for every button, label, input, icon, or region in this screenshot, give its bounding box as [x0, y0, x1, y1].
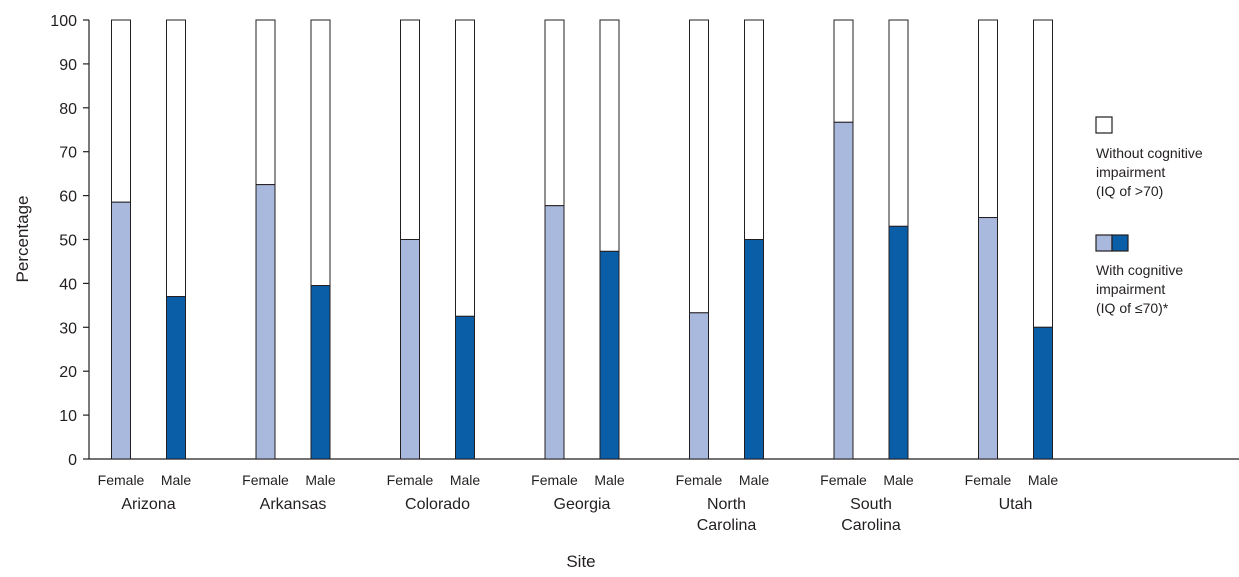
legend-label-without: Without cognitive impairment (IQ of >70) [1096, 145, 1203, 199]
sex-label: Female [242, 472, 289, 488]
sex-label: Female [820, 472, 867, 488]
y-tick-label: 90 [59, 57, 77, 74]
bar-without-ci-female [544, 19, 565, 207]
sex-label: Female [98, 472, 145, 488]
y-tick-label: 60 [59, 189, 77, 206]
bar-with-ci-female [833, 121, 854, 460]
bar-with-ci-male [888, 225, 909, 460]
bar-with-ci-female [978, 217, 998, 460]
sex-label: Female [387, 472, 434, 488]
bar-without-ci-female [978, 19, 998, 219]
y-tick-label: 70 [59, 145, 77, 162]
bar-without-ci-male [310, 19, 331, 287]
sex-label: Female [676, 472, 723, 488]
y-tick-label: 20 [59, 364, 77, 381]
bar-without-ci-female [111, 19, 131, 203]
legend-swatch-female-with [1095, 234, 1113, 252]
bar-without-ci-male [1033, 19, 1053, 328]
bar-with-ci-male [310, 285, 331, 460]
y-axis: 0 10 20 30 40 50 60 70 80 90 100 [50, 13, 90, 469]
bar-with-ci-male [1033, 326, 1053, 460]
legend-label-with: With cognitive impairment (IQ of ≤70)* [1096, 262, 1183, 316]
sex-label: Male [883, 472, 914, 488]
y-tick-label: 30 [59, 320, 77, 337]
bar-without-ci-female [255, 19, 276, 186]
site-label: Georgia [554, 496, 611, 513]
site-label: Arkansas [260, 496, 327, 513]
x-axis-title: Site [566, 552, 595, 571]
bar-without-ci-male [599, 19, 620, 252]
site-label: North Carolina [697, 496, 757, 534]
site-label: Arizona [121, 496, 175, 513]
bar-without-ci-male [744, 19, 764, 240]
sex-label: Male [450, 472, 481, 488]
legend: Without cognitive impairment (IQ of >70) Wi… [1095, 116, 1203, 316]
bar-without-ci-male [166, 19, 186, 298]
legend-swatch-male-with [1111, 234, 1129, 252]
bar-with-ci-male [599, 250, 620, 460]
bars [111, 19, 1053, 460]
bar-without-ci-male [455, 19, 475, 317]
sex-label: Male [305, 472, 336, 488]
bar-without-ci-female [833, 19, 854, 123]
site-label: Colorado [405, 496, 470, 513]
y-axis-title: Percentage [13, 196, 32, 283]
legend-swatch-without [1095, 116, 1113, 134]
bar-with-ci-male [455, 315, 475, 460]
y-tick-label: 40 [59, 276, 77, 293]
sex-label: Male [161, 472, 192, 488]
bar-without-ci-female [689, 19, 709, 314]
bar-with-ci-female [689, 312, 709, 460]
y-tick-label: 10 [59, 408, 77, 425]
site-label: Utah [999, 496, 1033, 513]
y-tick-label: 100 [50, 13, 77, 30]
sex-label: Female [965, 472, 1012, 488]
x-labels: Female Male Arizona Female Male Arkansas Femal… [98, 472, 1059, 534]
sex-label: Male [594, 472, 625, 488]
site-label: South Carolina [841, 496, 901, 534]
bar-with-ci-male [744, 239, 764, 460]
bar-with-ci-female [400, 239, 420, 460]
bar-without-ci-female [400, 19, 420, 240]
sex-label: Male [1028, 472, 1059, 488]
sex-label: Female [531, 472, 578, 488]
bar-with-ci-female [255, 184, 276, 460]
y-tick-label: 80 [59, 101, 77, 118]
sex-label: Male [739, 472, 770, 488]
y-tick-label: 50 [59, 233, 77, 250]
y-tick-label: 0 [68, 452, 77, 469]
bar-with-ci-female [544, 205, 565, 460]
bar-with-ci-male [166, 296, 186, 460]
bar-without-ci-male [888, 19, 909, 227]
bar-with-ci-female [111, 201, 131, 460]
